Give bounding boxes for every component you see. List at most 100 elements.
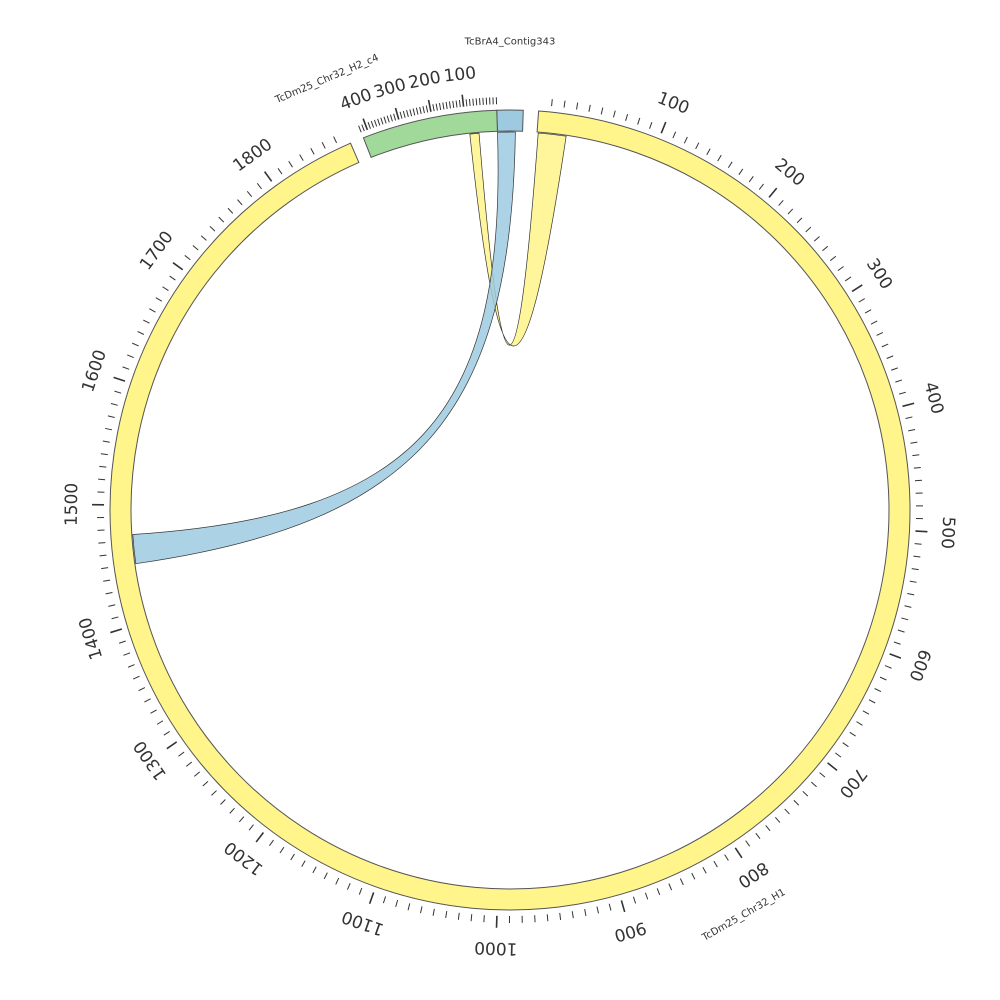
major-tick <box>255 832 265 843</box>
tick-label: 200 <box>771 155 809 191</box>
minor-tick <box>358 125 362 133</box>
minor-tick <box>805 226 812 233</box>
minor-tick <box>138 687 146 692</box>
minor-tick <box>625 113 629 121</box>
minor-tick <box>448 101 451 109</box>
minor-tick <box>346 883 351 890</box>
minor-tick <box>144 698 151 703</box>
minor-tick <box>895 379 903 383</box>
minor-tick <box>787 208 794 215</box>
minor-tick <box>192 245 199 251</box>
tick-label: 100 <box>654 88 692 119</box>
minor-tick <box>452 100 455 108</box>
minor-tick <box>382 896 387 904</box>
tick-label: 100 <box>443 63 478 87</box>
minor-tick <box>132 675 140 680</box>
minor-tick <box>837 266 844 272</box>
minor-tick <box>99 554 107 557</box>
minor-tick <box>184 255 191 261</box>
minor-tick <box>910 441 918 444</box>
minor-tick <box>107 415 115 418</box>
minor-tick <box>706 148 711 156</box>
minor-tick <box>393 113 397 121</box>
tick-label: 1400 <box>75 615 107 662</box>
minor-tick <box>886 355 894 359</box>
minor-tick <box>913 555 921 558</box>
minor-tick <box>813 236 820 242</box>
minor-tick <box>373 119 378 127</box>
minor-tick <box>301 860 306 867</box>
major-tick <box>827 762 838 771</box>
minor-tick <box>111 616 119 620</box>
minor-tick <box>419 106 422 114</box>
minor-tick <box>370 120 375 128</box>
minor-tick <box>415 107 419 115</box>
minor-tick <box>377 118 381 126</box>
minor-tick <box>420 906 423 914</box>
minor-tick <box>819 772 826 778</box>
minor-tick <box>169 275 176 281</box>
minor-tick <box>774 816 781 823</box>
minor-tick <box>632 896 637 904</box>
minor-tick <box>409 109 413 117</box>
major-tick <box>113 376 126 382</box>
major-tick <box>915 530 928 533</box>
minor-tick <box>559 912 562 920</box>
minor-tick <box>211 790 217 796</box>
minor-tick <box>412 108 416 116</box>
minor-tick <box>102 440 110 443</box>
minor-tick <box>897 629 905 633</box>
minor-tick <box>784 808 790 815</box>
minor-tick <box>248 824 254 831</box>
minor-tick <box>269 839 274 847</box>
minor-tick <box>438 102 442 111</box>
tick-label: 300 <box>862 255 896 293</box>
minor-tick <box>312 866 317 874</box>
minor-tick <box>202 780 209 787</box>
tick-label: 1300 <box>130 737 171 784</box>
minor-tick <box>724 854 729 861</box>
link-layer <box>132 131 567 565</box>
major-tick <box>368 892 375 904</box>
minor-tick <box>155 297 163 302</box>
minor-tick <box>891 367 898 371</box>
minor-tick <box>600 107 604 115</box>
major-tick <box>902 402 915 408</box>
minor-tick <box>105 427 113 431</box>
minor-tick <box>108 604 116 607</box>
tick-label: 1500 <box>62 483 83 527</box>
minor-tick <box>796 217 803 224</box>
minor-tick <box>470 914 473 922</box>
minor-tick <box>811 781 817 788</box>
minor-tick <box>745 840 751 847</box>
major-tick <box>734 847 743 859</box>
major-tick <box>394 107 400 120</box>
minor-tick <box>100 453 108 456</box>
minor-tick <box>637 117 641 125</box>
minor-tick <box>695 142 700 150</box>
minor-tick <box>114 390 122 394</box>
minor-tick <box>911 568 919 571</box>
major-tick <box>110 628 123 634</box>
minor-tick <box>893 641 901 645</box>
major-tick <box>889 653 902 659</box>
minor-tick <box>237 199 243 206</box>
major-tick <box>362 118 369 131</box>
minor-tick <box>738 168 744 175</box>
minor-tick <box>758 183 764 190</box>
major-tick <box>166 741 178 750</box>
minor-tick <box>299 154 304 161</box>
minor-tick <box>551 99 553 107</box>
minor-tick <box>156 720 164 725</box>
minor-tick <box>380 117 384 125</box>
minor-tick <box>702 867 707 874</box>
minor-tick <box>727 161 733 169</box>
tick-label: 1800 <box>229 135 276 177</box>
minor-tick <box>468 98 471 107</box>
minor-tick <box>862 710 870 715</box>
minor-tick <box>755 832 761 840</box>
minor-tick <box>185 761 193 767</box>
minor-tick <box>445 910 448 919</box>
major-tick <box>427 99 432 112</box>
minor-tick <box>406 110 409 118</box>
